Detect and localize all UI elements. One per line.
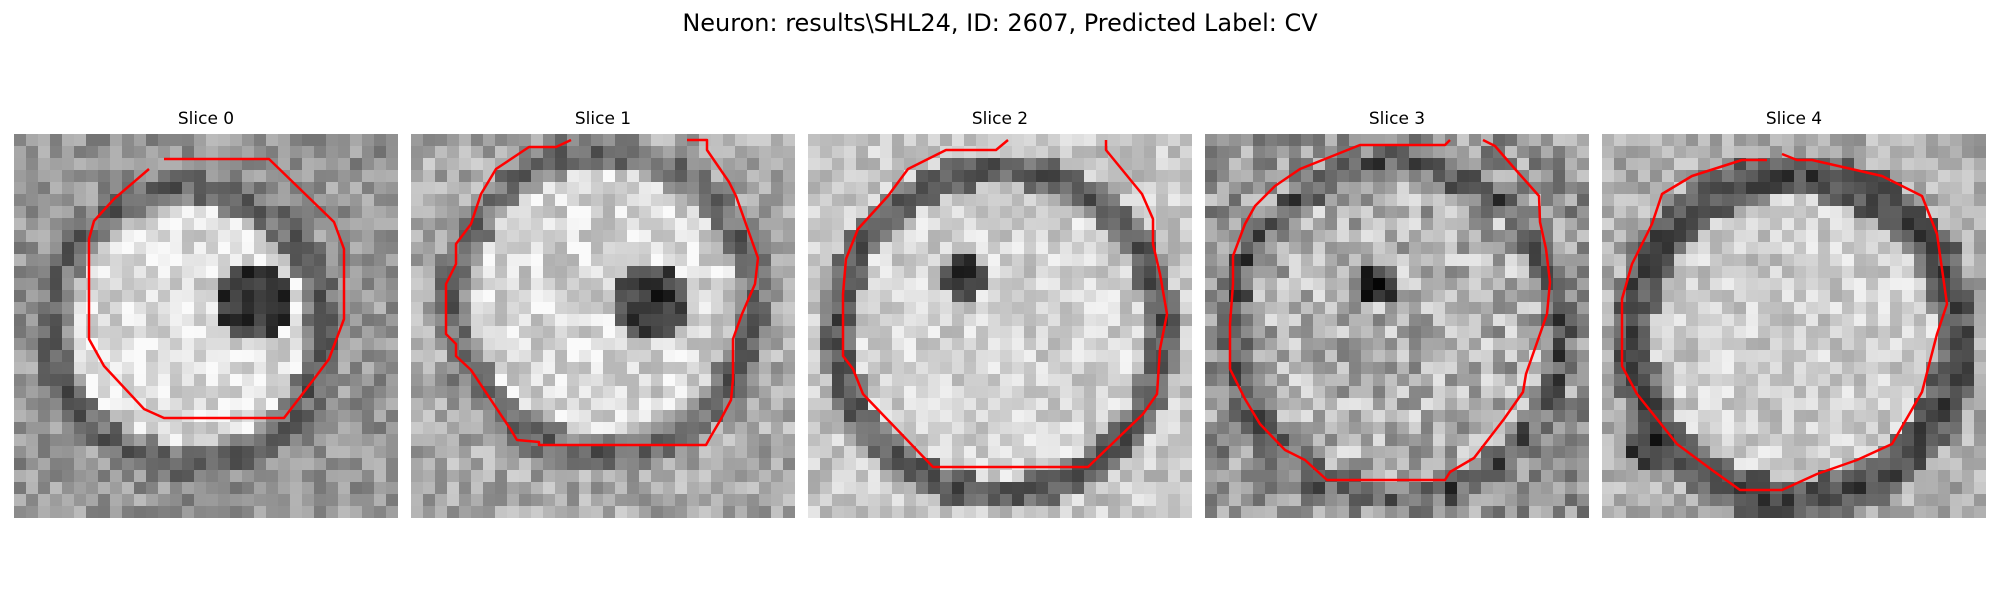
slice-4-pixels bbox=[1602, 134, 1986, 518]
slice-0-contour bbox=[87, 157, 346, 420]
slice-image-1 bbox=[411, 134, 795, 518]
slice-4-graphic bbox=[1602, 134, 1986, 518]
slice-1-contour bbox=[444, 138, 760, 447]
slice-4-contour bbox=[1620, 152, 1949, 492]
panel-title-slice-3: Slice 3 bbox=[1368, 109, 1426, 129]
slice-2-contour bbox=[841, 139, 1169, 469]
panel-title-slice-0: Slice 0 bbox=[177, 109, 235, 129]
panel-title-slice-4: Slice 4 bbox=[1765, 109, 1823, 129]
slice-2-pixels bbox=[808, 134, 1192, 518]
slice-image-3 bbox=[1205, 134, 1589, 518]
slice-2-graphic bbox=[808, 134, 1192, 518]
slice-image-2 bbox=[808, 134, 1192, 518]
slice-1-graphic bbox=[411, 134, 795, 518]
slice-image-0 bbox=[14, 134, 398, 518]
slice-3-pixels bbox=[1205, 134, 1589, 518]
figure-title: Neuron: results\SHL24, ID: 2607, Predict… bbox=[682, 9, 1318, 37]
slice-3-graphic bbox=[1205, 134, 1589, 518]
panel-title-slice-1: Slice 1 bbox=[574, 109, 632, 129]
slice-image-4 bbox=[1602, 134, 1986, 518]
slice-1-pixels bbox=[411, 134, 795, 518]
slice-0-graphic bbox=[14, 134, 398, 518]
panel-title-slice-2: Slice 2 bbox=[971, 109, 1029, 129]
slice-3-contour bbox=[1228, 138, 1552, 482]
